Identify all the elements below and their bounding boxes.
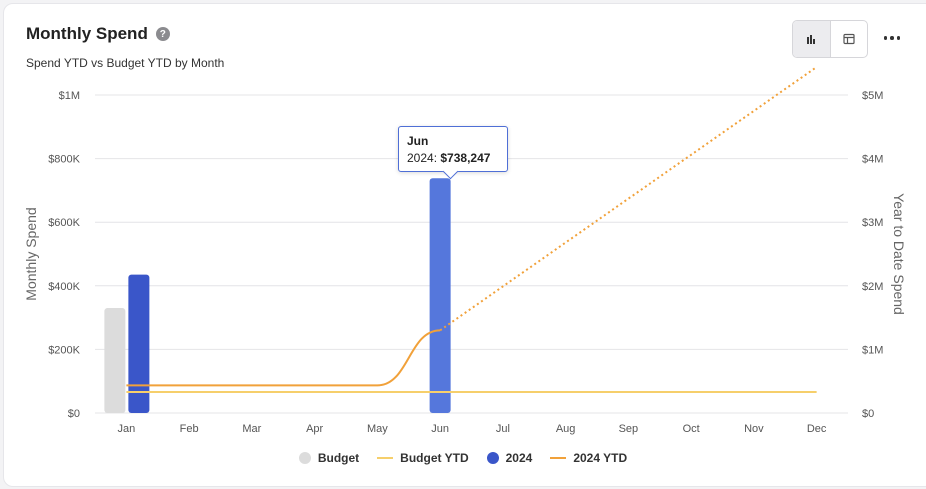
x-tick-label: Oct: [683, 423, 700, 435]
tooltip-value: $738,247: [440, 151, 491, 165]
x-tick-label: Sep: [619, 423, 639, 435]
table-view-button[interactable]: [831, 21, 868, 57]
right-axis-ticks: $0 $1M $2M $3M $4M $5M: [862, 90, 883, 420]
monthly-spend-card: Monthly Spend ? Spend YTD vs Budget YTD …: [3, 3, 926, 487]
chart-lines: [126, 66, 818, 394]
x-tick-label: Nov: [744, 423, 764, 435]
legend-item-budget[interactable]: Budget: [298, 451, 360, 465]
bar-2024: [128, 274, 150, 413]
legend-item-2024[interactable]: 2024: [486, 451, 533, 465]
tooltip-row: 2024: $738,247: [407, 151, 499, 165]
left-tick-label: $200K: [48, 344, 80, 356]
right-tick-label: $3M: [862, 217, 883, 229]
line-2024-ytd: [126, 329, 441, 387]
x-tick-label: Mar: [242, 423, 261, 435]
legend-item-budget-ytd[interactable]: Budget YTD: [377, 451, 469, 465]
x-tick-label: Apr: [306, 423, 323, 435]
x-tick-label: Aug: [556, 423, 576, 435]
bar-budget: [104, 308, 126, 413]
x-tick-label: Feb: [180, 423, 199, 435]
legend-swatch-budget-ytd: [377, 457, 394, 459]
x-tick-label: Jan: [118, 423, 136, 435]
left-tick-label: $600K: [48, 217, 80, 229]
left-tick-label: $800K: [48, 154, 80, 166]
left-tick-label: $1M: [59, 90, 80, 102]
legend-label-2024: 2024: [505, 451, 533, 465]
view-toggle: [792, 20, 868, 58]
tooltip-label: 2024:: [407, 151, 441, 165]
left-tick-label: $400K: [48, 281, 80, 293]
chart-legend: Budget Budget YTD 2024 2024 YTD: [0, 451, 926, 465]
x-tick-label: Jul: [496, 423, 510, 435]
legend-swatch-budget: [298, 452, 311, 464]
legend-label-budget: Budget: [317, 451, 360, 465]
chart-bars: [104, 178, 451, 413]
right-tick-label: $1M: [862, 344, 883, 356]
x-tick-label: Dec: [807, 423, 827, 435]
legend-item-2024-ytd[interactable]: 2024 YTD: [550, 451, 627, 465]
more-horizontal-icon[interactable]: [880, 30, 904, 46]
table-icon: [843, 33, 855, 45]
right-tick-label: $0: [862, 408, 874, 420]
legend-swatch-2024: [486, 452, 499, 464]
legend-swatch-2024-ytd: [550, 457, 567, 459]
bar-chart-icon: [807, 35, 816, 44]
left-axis-label: Monthly Spend: [23, 207, 39, 300]
x-tick-label: Jun: [431, 423, 449, 435]
chart-subtitle: Spend YTD vs Budget YTD by Month: [26, 56, 225, 70]
right-tick-label: $4M: [862, 154, 883, 166]
tooltip-title: Jun: [407, 134, 429, 148]
chart-tooltip: Jun 2024: $738,247: [398, 126, 508, 172]
x-axis-ticks: Jan Feb Mar Apr May Jun Jul Aug Sep Oct Nov Dec: [118, 423, 827, 435]
left-tick-label: $0: [68, 408, 80, 420]
title-row: Monthly Spend ?: [26, 24, 170, 44]
x-tick-label: May: [367, 423, 388, 435]
question-icon[interactable]: ?: [155, 27, 170, 41]
right-tick-label: $2M: [862, 281, 883, 293]
right-tick-label: $5M: [862, 90, 883, 102]
chart-view-button[interactable]: [793, 21, 831, 57]
page-title: Monthly Spend: [26, 24, 148, 43]
right-axis-label: Year to Date Spend: [891, 193, 907, 315]
left-axis-ticks: $0 $200K $400K $600K $800K $1M: [48, 90, 80, 420]
legend-label-2024-ytd: 2024 YTD: [573, 451, 628, 465]
bar-2024: [429, 178, 451, 413]
chart-grid: [95, 94, 848, 414]
legend-label-budget-ytd: Budget YTD: [400, 451, 469, 465]
line-2024-ytd-projected: [439, 66, 818, 332]
